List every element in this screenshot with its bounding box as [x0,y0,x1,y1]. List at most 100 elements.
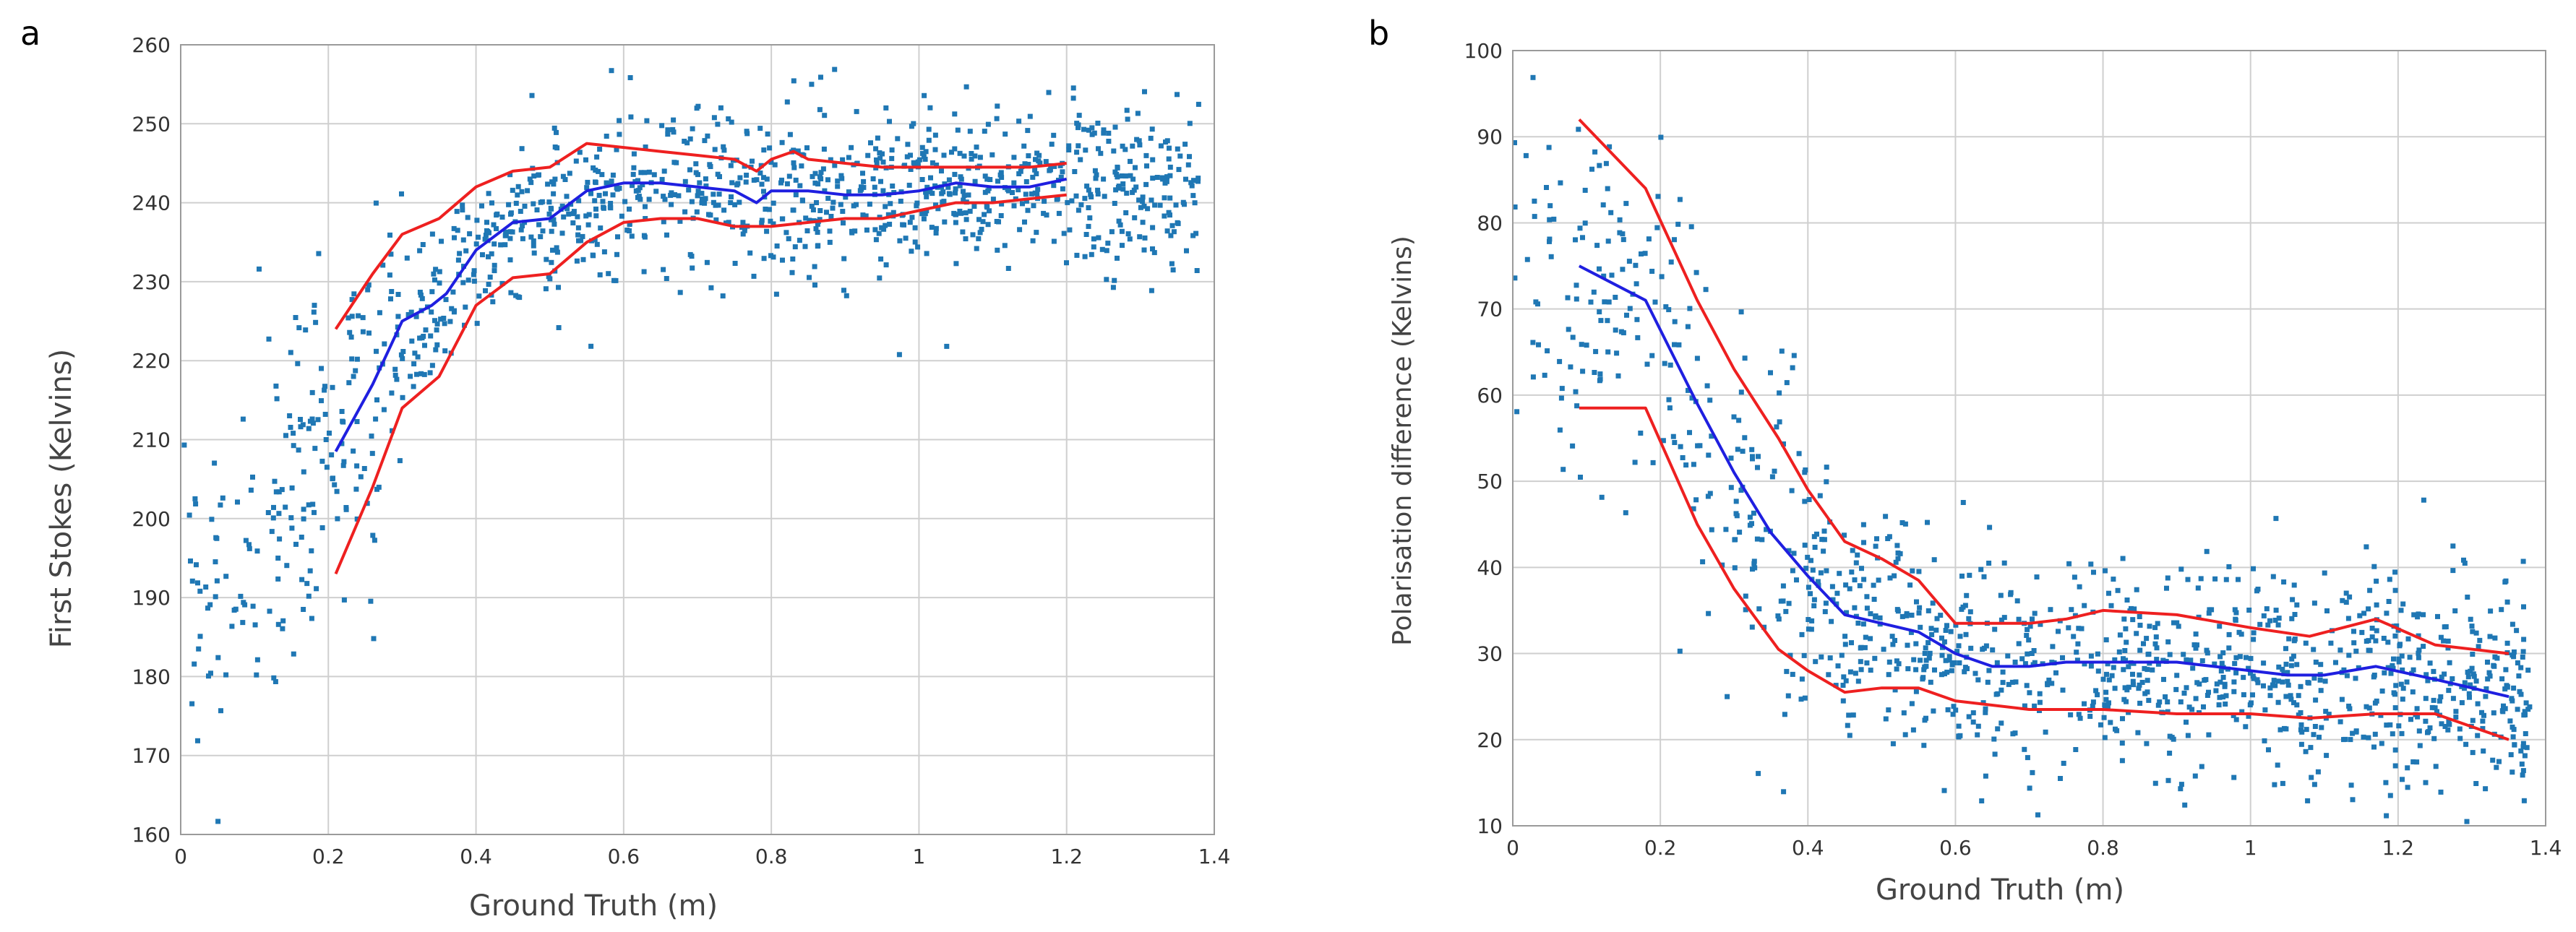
panel-b-scatter-point [2423,718,2429,724]
panel-b-y-tick-label: 50 [1477,470,1503,493]
panel-b-scatter-point [1759,537,1765,543]
panel-b-scatter-point [1957,634,1963,639]
panel-b-scatter-point [2120,556,2126,561]
panel-a-scatter-point [1076,143,1081,149]
panel-a-scatter-point [677,218,683,224]
panel-b-scatter-point [1855,552,1860,558]
panel-a-scatter-point [1074,252,1080,258]
panel-a-scatter-point [223,672,229,678]
panel-b-scatter-point [1672,440,1678,445]
panel-b-scatter-point [2181,652,2186,657]
panel-a-scatter-point [280,626,285,631]
panel-b-scatter-point [1796,451,1802,457]
panel-a-scatter-point [485,229,491,234]
panel-a-scatter-point [835,178,841,184]
panel-b-scatter-point [1666,397,1672,402]
panel-b-scatter-point [2296,693,2301,699]
panel-b-scatter-point [2137,682,2142,688]
panel-b-scatter-point [2105,661,2111,667]
panel-a-scatter-point [1061,230,1067,236]
panel-b-scatter-point [1858,659,1863,665]
panel-a-scatter-point [322,387,327,393]
panel-a-scatter-point [304,581,310,587]
panel-b-scatter-point [1785,693,1791,699]
panel-a-scatter-point [528,180,534,186]
panel-b-scatter-point [2233,670,2239,676]
panel-b-scatter-point [1688,224,1694,230]
panel-a-scatter-point [1117,222,1123,228]
panel-b-scatter-point [1953,707,1959,713]
panel-a-scatter-point [603,191,608,197]
panel-a-scatter-point [653,189,659,194]
panel-a-scatter-point [343,505,349,510]
panel-b-scatter-point [2161,676,2166,682]
panel-b-scatter-point [1809,618,1815,624]
panel-b-scatter-point [2398,681,2404,687]
panel-a-scatter-point [807,217,812,223]
panel-a-scatter-point [1076,207,1081,213]
panel-b-scatter-point [1749,624,1755,630]
panel-a-scatter-point [1003,131,1008,137]
panel-b-scatter-point [2450,568,2456,574]
panel-b-scatter-point [2124,639,2129,645]
panel-a-scatter-point [507,257,513,263]
panel-b-scatter-point [2105,704,2111,709]
panel-a-scatter-point [356,313,361,319]
panel-a-scatter-point [835,184,841,189]
panel-b-scatter-point [2123,626,2129,631]
panel-b-scatter-point [2056,629,2061,634]
panel-a-scatter-point [562,177,568,182]
panel-a-scatter-point [429,231,435,237]
panel-a-scatter-point [489,200,494,206]
panel-a-scatter-point [283,504,288,510]
panel-a-scatter-point [580,233,585,239]
panel-b-scatter-point [1821,528,1827,534]
panel-b-scatter-point [1790,671,1795,677]
panel-b-scatter-point [2101,715,2107,720]
panel-b-scatter-point [1811,603,1817,608]
panel-a-scatter-point [972,153,978,159]
panel-a-scatter-point [744,173,750,178]
panel-a-scatter-point [1031,203,1036,209]
panel-a-scatter-point [809,82,815,87]
panel-a-scatter-point [703,196,708,202]
panel-b-scatter-point [2071,634,2077,639]
panel-b-scatter-point [1660,438,1666,444]
panel-b-scatter-point [1811,534,1817,540]
panel-a-scatter-point [1095,191,1101,197]
panel-b-scatter-point [2384,722,2390,728]
panel-a-scatter-point [889,147,895,153]
panel-b-scatter-point [2308,745,2314,751]
panel-b-x-tick-label: 0.4 [1792,836,1824,860]
panel-b-scatter-point [2090,699,2096,705]
panel-b-scatter-point [2466,691,2472,696]
panel-b-scatter-point [1532,198,1537,204]
panel-b-scatter-point [1907,582,1913,588]
panel-a-scatter-point [528,234,534,240]
panel-a-scatter-point [276,511,282,517]
panel-b-scatter-point [2299,729,2305,735]
panel-b-scatter-point [2206,732,2212,738]
panel-b-scatter-point [1975,677,1981,683]
panel-a-scatter-point [293,315,299,320]
panel-a-scatter-point [377,310,382,316]
panel-a-scatter-point [502,242,508,248]
panel-b-scatter-point [1605,349,1611,355]
panel-a-scatter-point [764,228,770,234]
panel-a-scatter-point [843,194,849,200]
panel-a-scatter-point [689,199,695,204]
panel-a-scatter-point [607,181,613,187]
panel-b-scatter-point [2426,729,2431,735]
panel-a-scatter-point [883,223,888,228]
panel-a-scatter-point [1029,191,1034,197]
panel-b-scatter-point [1805,554,1811,560]
panel-a-scatter-point [601,249,607,255]
panel-a-scatter-point [594,241,600,247]
panel-b-scatter-point [2016,616,2022,622]
panel-b-scatter-point [2343,600,2349,605]
panel-a-scatter-point [1175,92,1180,98]
panel-a-scatter-point [912,239,918,245]
panel-a-scatter-point [953,220,958,225]
panel-a-scatter-point [220,495,226,501]
panel-b-scatter-point [1599,494,1605,500]
